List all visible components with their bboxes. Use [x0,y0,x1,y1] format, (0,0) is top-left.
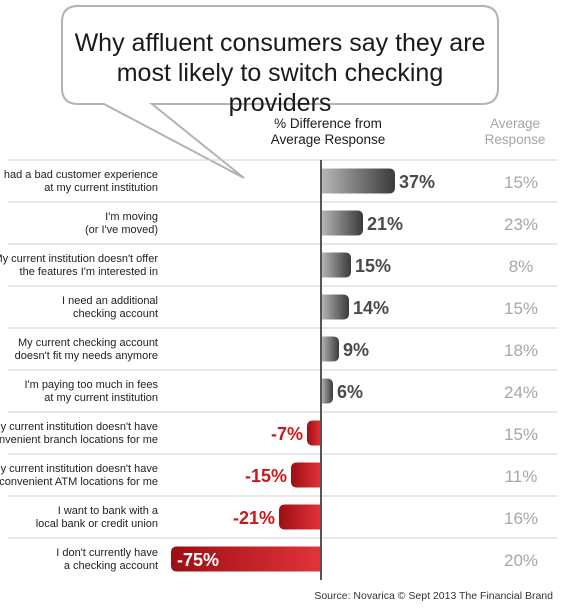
category-label: My current institution doesn't offer the … [0,253,158,278]
difference-bar [321,378,333,404]
category-label: I need an additional checking account [62,295,158,320]
category-label-line: I want to bank with a [58,505,159,517]
category-label: My current institution doesn't have conve… [0,421,158,446]
category-label: I'm moving (or I've moved) [85,211,158,236]
category-label-line: My current institution doesn't offer [0,253,158,265]
category-label-line: (or I've moved) [85,224,158,236]
average-response-value: 18% [504,341,538,360]
average-response-value: 20% [504,551,538,570]
average-response-value: 23% [504,215,538,234]
title-speech-bubble [61,5,499,179]
category-label-line: the features I'm interested in [20,266,158,278]
category-label-line: My current institution doesn't have [0,421,158,433]
difference-bar [321,336,339,362]
difference-bar [321,168,395,194]
category-label: I don't currently have a checking account [56,547,158,572]
category-label-line: I don't currently have [56,547,158,559]
category-label: I had a bad customer experience at my cur… [0,169,158,194]
category-label-line: a checking account [64,560,158,572]
difference-value-label: 9% [343,340,369,360]
category-label: I'm paying too much in fees at my current… [24,379,158,404]
chart-title-line-2: most likely to switch checking providers [116,59,444,117]
category-label-line: I'm paying too much in fees [24,379,158,391]
average-response-value: 16% [504,509,538,528]
difference-bar [279,504,321,530]
average-response-value: 15% [504,173,538,192]
category-label-line: My current checking account [18,337,158,349]
category-label-line: at my current institution [44,392,158,404]
difference-value-label: -21% [233,508,275,528]
difference-bar [321,294,349,320]
average-response-value: 15% [504,299,538,318]
difference-bar [291,462,321,488]
difference-bar [321,252,351,278]
bar-chart: I had a bad customer experience at my cur… [0,159,557,580]
average-header-line-1: Average [489,116,541,131]
difference-value-label: 15% [355,256,391,276]
average-column-header: Average Response [468,116,562,148]
difference-value-label: 6% [337,382,363,402]
category-label-line: checking account [73,308,158,320]
category-label-line: I had a bad customer experience [0,169,158,181]
source-note: Source: Novarica © Sept 2013 The Financi… [314,590,553,602]
difference-header-line-2: Average Response [270,132,386,147]
difference-value-label: 14% [353,298,389,318]
difference-value-label: -15% [245,466,287,486]
difference-value-label: -75% [177,550,219,570]
category-label-line: doesn't fit my needs anymore [15,350,158,362]
difference-value-label: 21% [367,214,403,234]
average-response-value: 15% [504,425,538,444]
difference-bar [321,210,363,236]
average-header-line-2: Response [484,132,546,147]
difference-value-label: 37% [399,172,435,192]
category-label-line: local bank or credit union [36,518,158,530]
category-label-line: convenient branch locations for me [0,434,158,446]
average-response-value: 8% [509,257,534,276]
category-label-line: I need an additional [62,295,158,307]
difference-column-header: % Difference from Average Response [258,116,398,148]
chart-title-line-1: Why affluent consumers say they are [74,29,486,57]
average-response-value: 11% [505,467,538,486]
category-label-line: at my current institution [44,182,158,194]
difference-bar [171,546,321,572]
average-response-value: 24% [504,383,538,402]
category-label: My current checking account doesn't fit m… [15,337,158,362]
category-label: My current institution doesn't have conve… [0,463,158,488]
category-label-line: convenient ATM locations for me [0,476,158,488]
difference-bar [307,420,321,446]
difference-value-label: -7% [271,424,303,444]
category-label: I want to bank with a local bank or credi… [36,505,159,530]
difference-header-line-1: % Difference from [274,116,382,131]
category-label-line: My current institution doesn't have [0,463,158,475]
category-label-line: I'm moving [105,211,158,223]
